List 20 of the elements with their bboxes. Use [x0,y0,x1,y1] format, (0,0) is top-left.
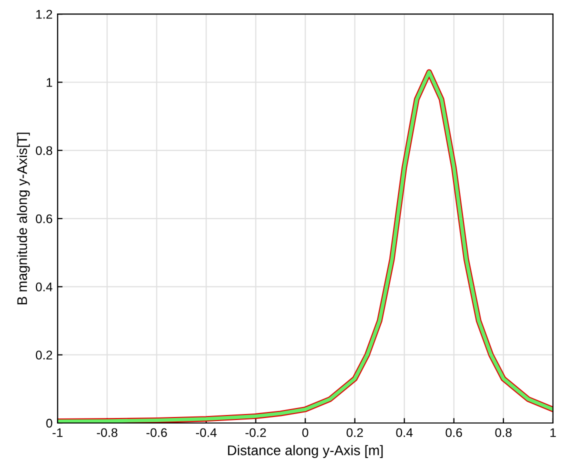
x-tick-label: 0.4 [396,428,413,438]
y-tick-label: 0.4 [36,282,52,292]
y-tick-label: 0.2 [36,350,52,360]
x-axis-title: Distance along y-Axis [m] [228,445,383,458]
y-tick-label: 1.2 [36,10,52,19]
x-tick-label: -0.4 [196,428,217,438]
y-tick-label: 1 [46,78,52,87]
y-tick-label: 0.8 [36,146,52,156]
y-tick-label: 0.6 [36,214,52,224]
x-tick-label: -0.8 [96,428,118,438]
x-tick-label: 0.6 [446,428,462,438]
x-tick-label: -1 [52,428,63,437]
x-tick-label: -0.6 [146,428,167,438]
x-tick-label: 0 [302,428,308,438]
x-tick-label: 0.8 [495,428,512,438]
x-tick-label: 0.2 [346,428,363,438]
x-tick-label: -0.2 [246,428,266,438]
y-axis-title: B magnitude along y-Axis[T] [16,132,30,304]
y-tick-label: 0 [46,418,52,428]
x-tick-label: 1 [550,428,556,437]
